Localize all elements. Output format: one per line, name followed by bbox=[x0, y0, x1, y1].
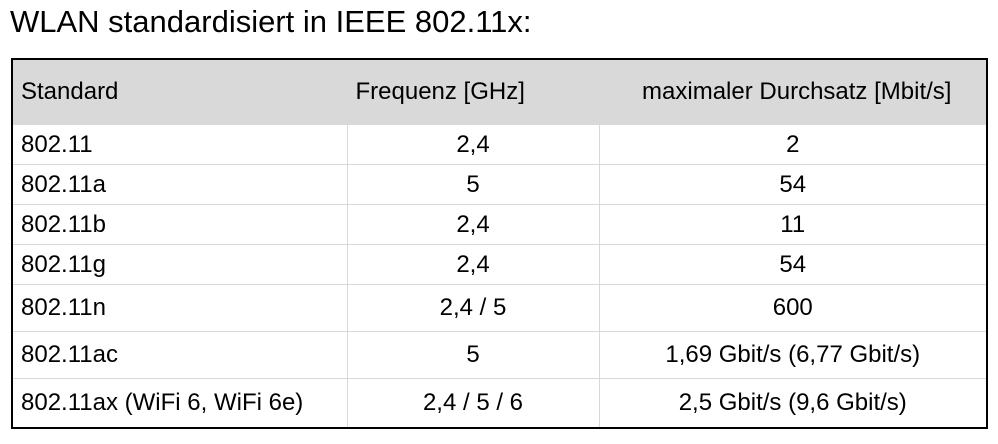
table-header-row: Standard Frequenz [GHz] maximaler Durchs… bbox=[11, 58, 988, 125]
cell-throughput: 2,5 Gbit/s (9,6 Gbit/s) bbox=[598, 378, 988, 429]
cell-standard: 802.11b bbox=[11, 204, 348, 245]
cell-standard: 802.11n bbox=[11, 284, 348, 332]
cell-frequency: 2,4 / 5 / 6 bbox=[346, 378, 600, 429]
cell-frequency: 5 bbox=[346, 164, 600, 205]
cell-frequency: 2,4 bbox=[346, 204, 600, 245]
table-row: 802.11g 2,4 54 bbox=[11, 244, 988, 285]
table-row: 802.11ax (WiFi 6, WiFi 6e) 2,4 / 5 / 6 2… bbox=[11, 378, 988, 429]
cell-throughput: 54 bbox=[598, 244, 988, 285]
cell-standard: 802.11ax (WiFi 6, WiFi 6e) bbox=[11, 378, 348, 429]
wlan-standards-table: Standard Frequenz [GHz] maximaler Durchs… bbox=[11, 58, 988, 429]
table-row: 802.11ac 5 1,69 Gbit/s (6,77 Gbit/s) bbox=[11, 331, 988, 379]
header-throughput: maximaler Durchsatz [Mbit/s] bbox=[598, 58, 988, 125]
cell-throughput: 600 bbox=[598, 284, 988, 332]
cell-standard: 802.11g bbox=[11, 244, 348, 285]
cell-frequency: 2,4 / 5 bbox=[346, 284, 600, 332]
cell-throughput: 1,69 Gbit/s (6,77 Gbit/s) bbox=[598, 331, 988, 379]
cell-throughput: 54 bbox=[598, 164, 988, 205]
cell-throughput: 2 bbox=[598, 124, 988, 165]
table-row: 802.11b 2,4 11 bbox=[11, 204, 988, 245]
table-row: 802.11n 2,4 / 5 600 bbox=[11, 284, 988, 332]
table-row: 802.11a 5 54 bbox=[11, 164, 988, 205]
cell-frequency: 2,4 bbox=[346, 124, 600, 165]
cell-frequency: 5 bbox=[346, 331, 600, 379]
cell-throughput: 11 bbox=[598, 204, 988, 245]
page-title: WLAN standardisiert in IEEE 802.11x: bbox=[10, 4, 532, 39]
cell-frequency: 2,4 bbox=[346, 244, 600, 285]
table-row: 802.11 2,4 2 bbox=[11, 124, 988, 165]
header-standard: Standard bbox=[11, 58, 348, 125]
cell-standard: 802.11 bbox=[11, 124, 348, 165]
header-frequency: Frequenz [GHz] bbox=[346, 58, 600, 125]
cell-standard: 802.11ac bbox=[11, 331, 348, 379]
cell-standard: 802.11a bbox=[11, 164, 348, 205]
